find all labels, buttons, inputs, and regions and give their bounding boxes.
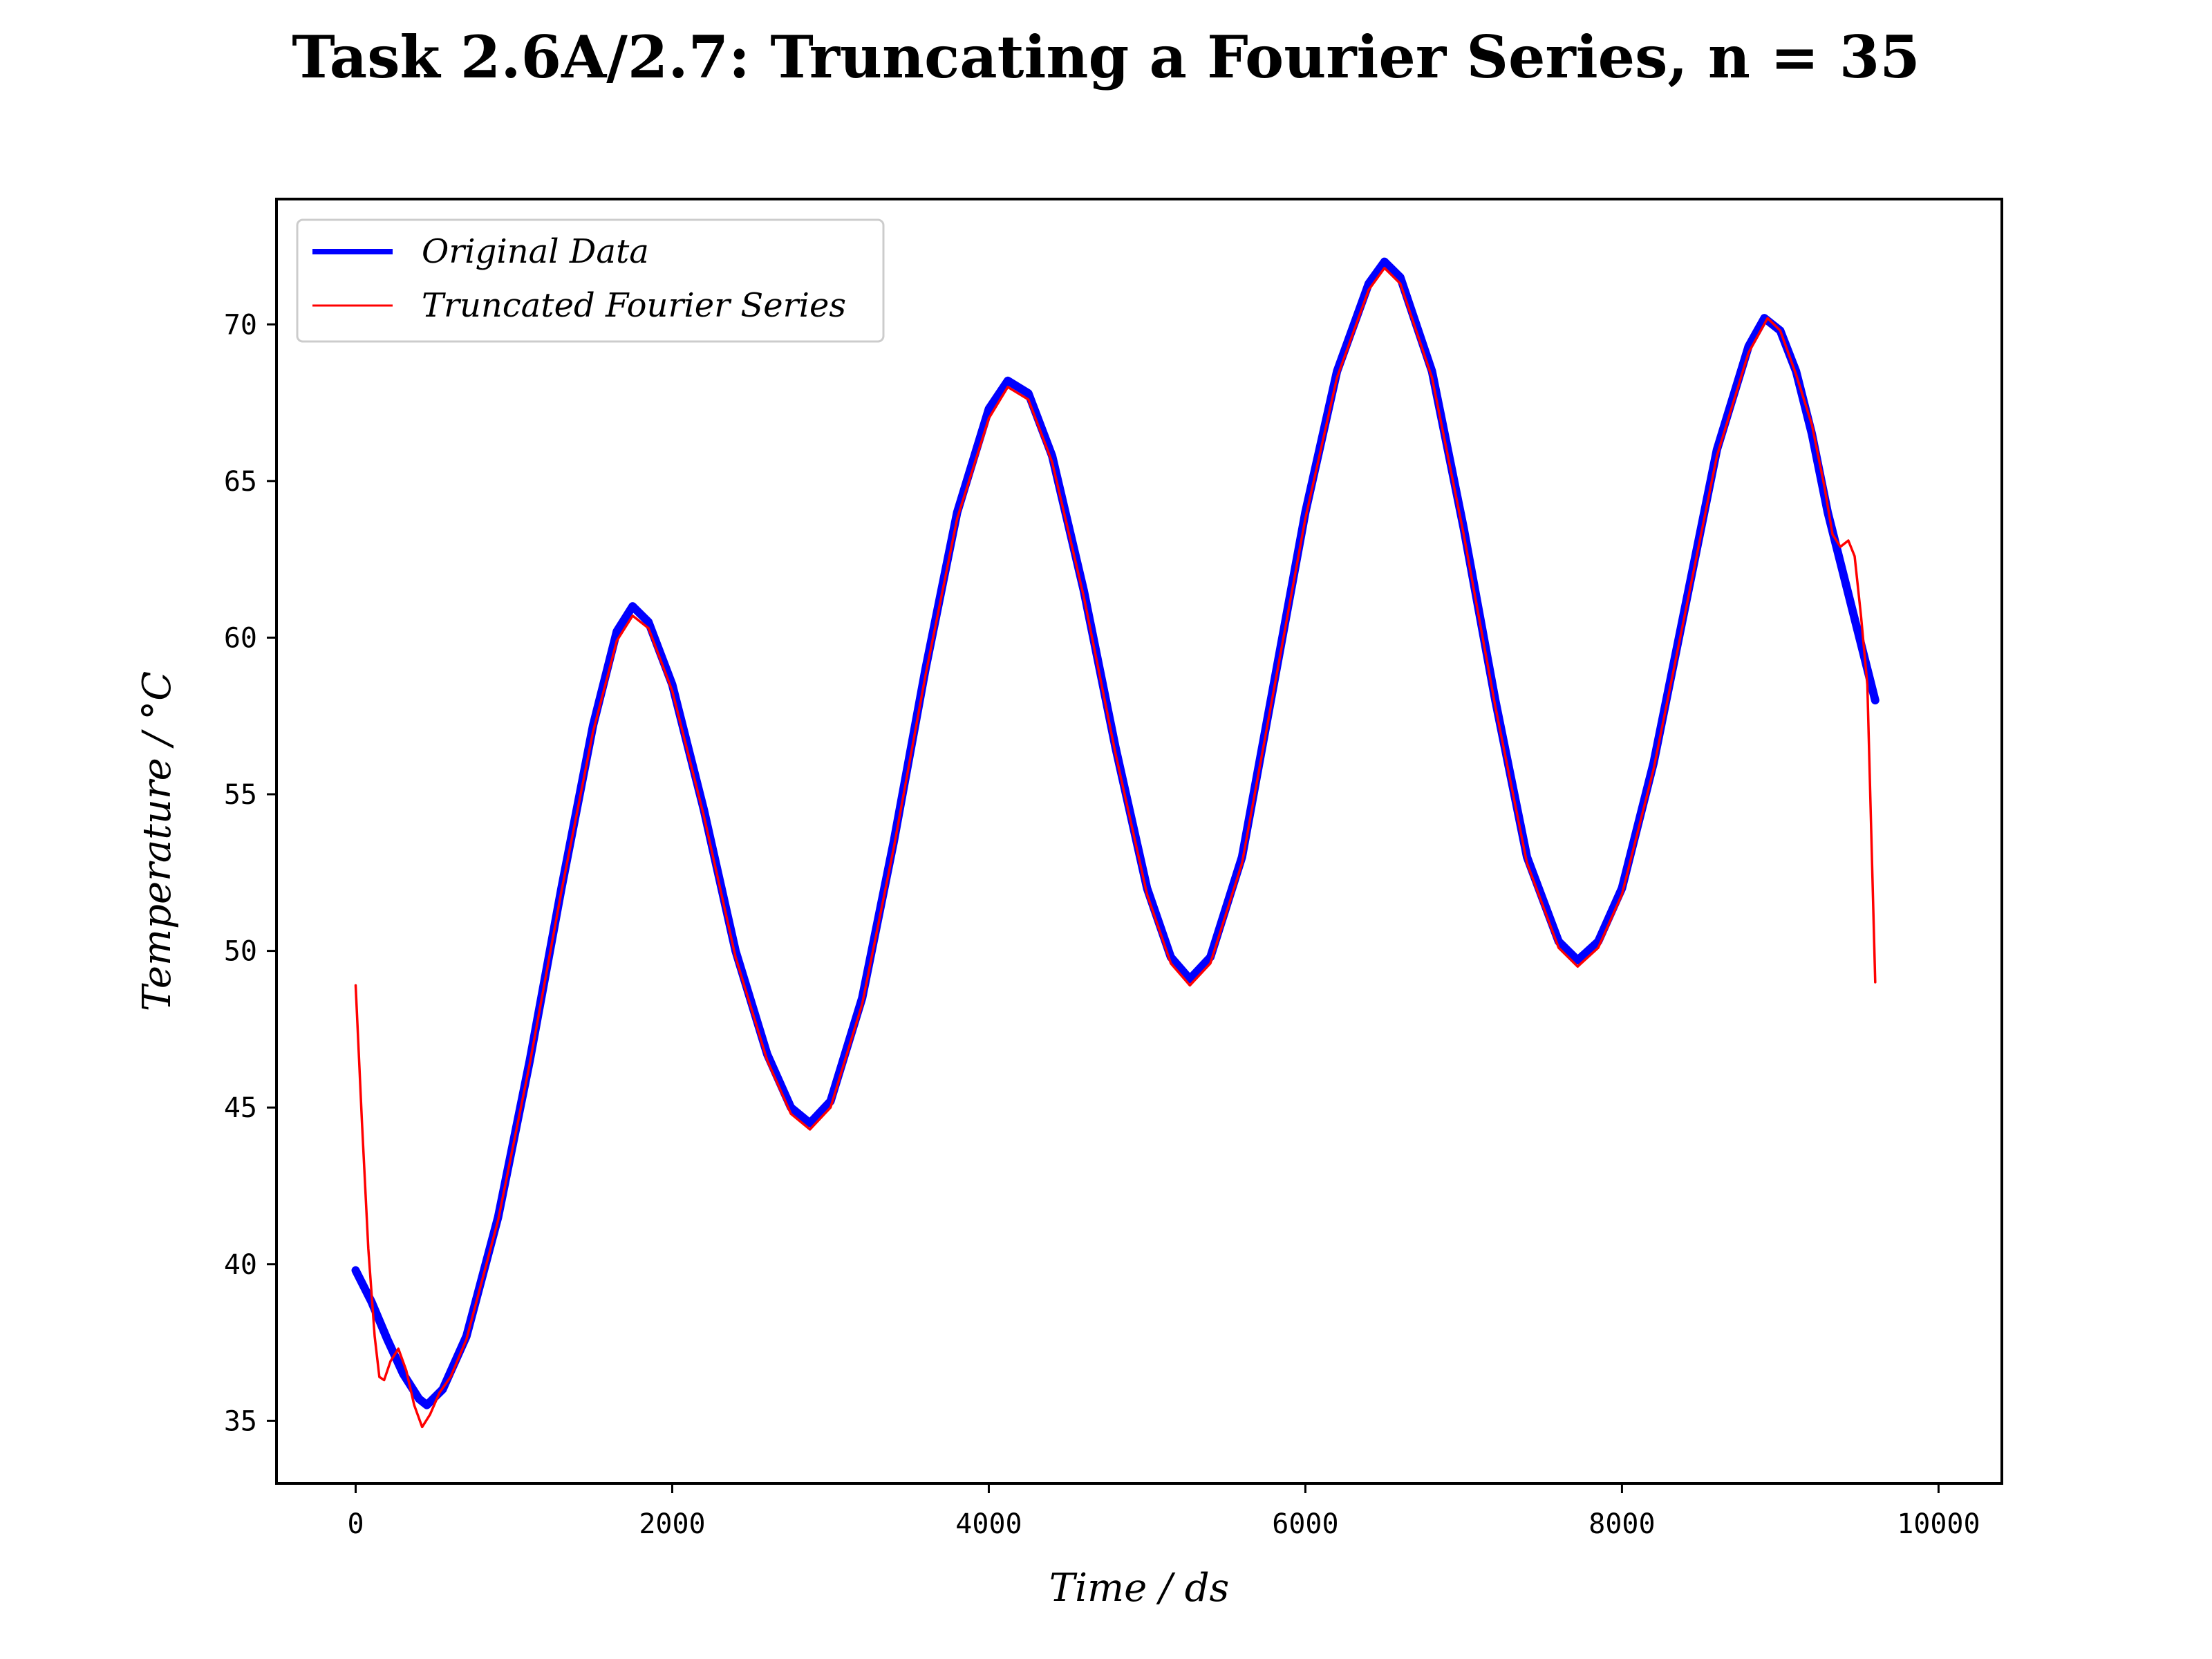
x-axis-label: Time / ds: [1049, 1566, 1230, 1611]
y-tick-label: 35: [224, 1405, 257, 1437]
x-tick-label: 2000: [639, 1508, 705, 1540]
legend: Original Data Truncated Fourier Series: [296, 218, 885, 343]
x-tick-label: 8000: [1588, 1508, 1655, 1540]
legend-label-original-data: Original Data: [422, 232, 649, 271]
y-axis-label: Temperature / °C: [135, 671, 180, 1011]
x-tick-label: 6000: [1272, 1508, 1338, 1540]
y-tick-label: 40: [224, 1249, 257, 1281]
y-tick-label: 50: [224, 936, 257, 968]
plot-series: [351, 257, 1880, 1429]
chart-title: Task 2.6A/2.7: Truncating a Fourier Seri…: [292, 23, 1920, 91]
y-tick-label: 65: [224, 466, 257, 498]
x-axis: 0 2000 4000 6000 8000 10000: [347, 1483, 1980, 1540]
y-tick-label: 60: [224, 622, 257, 654]
y-tick-label: 70: [224, 309, 257, 341]
x-tick-label: 10000: [1897, 1508, 1980, 1540]
x-tick-label: 0: [347, 1508, 364, 1540]
y-tick-label: 55: [224, 779, 257, 811]
y-axis: 35 40 45 50 55 60 65 70: [224, 309, 276, 1437]
legend-label-truncated-fourier-series: Truncated Fourier Series: [422, 286, 846, 325]
plot-frame: [275, 198, 2003, 1485]
series-line-original-data: [351, 257, 1880, 1409]
y-tick-label: 45: [224, 1092, 257, 1124]
x-tick-label: 4000: [955, 1508, 1022, 1540]
series-line-truncated-fourier-series: [354, 266, 1877, 1429]
legend-box: [296, 218, 885, 343]
